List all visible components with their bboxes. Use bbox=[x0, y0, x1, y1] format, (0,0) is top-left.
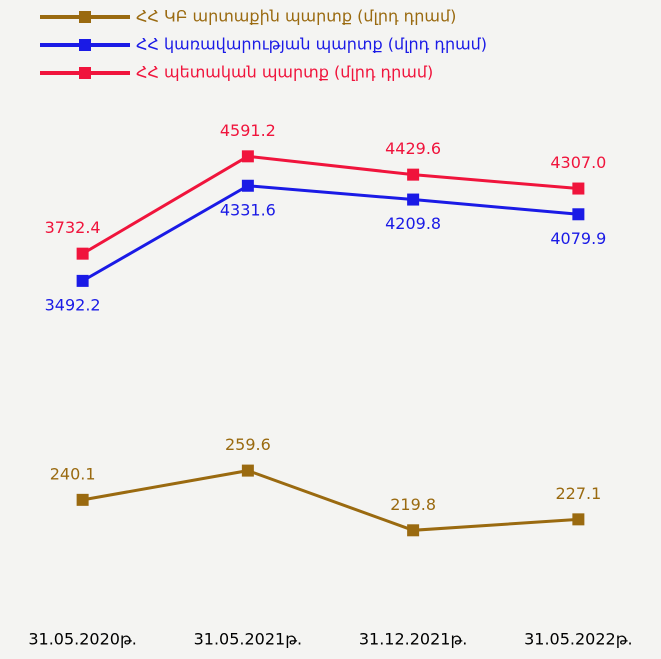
point bbox=[407, 194, 419, 206]
x-tick-label: 31.12.2021թ. bbox=[359, 630, 468, 649]
data-label: 4079.9 bbox=[550, 229, 606, 248]
point bbox=[242, 465, 254, 477]
x-tick-label: 31.05.2021թ. bbox=[194, 630, 303, 649]
point bbox=[572, 513, 584, 525]
data-label: 3492.2 bbox=[45, 295, 101, 314]
point bbox=[77, 494, 89, 506]
point bbox=[572, 183, 584, 195]
point bbox=[407, 169, 419, 181]
data-label: 4307.0 bbox=[550, 153, 606, 172]
data-label: 3732.4 bbox=[45, 218, 101, 237]
legend-marker bbox=[79, 11, 91, 23]
legend-marker bbox=[79, 67, 91, 79]
legend-marker bbox=[79, 39, 91, 51]
background bbox=[0, 0, 661, 659]
point bbox=[242, 150, 254, 162]
legend-label: ՀՀ կառավարության պարտք (մլրդ դրամ) bbox=[136, 35, 487, 54]
x-tick-label: 31.05.2020թ. bbox=[28, 630, 137, 649]
data-label: 4429.6 bbox=[385, 139, 441, 158]
data-label: 227.1 bbox=[555, 484, 601, 503]
point bbox=[77, 275, 89, 287]
data-label: 240.1 bbox=[50, 464, 96, 483]
point bbox=[572, 208, 584, 220]
data-label: 4591.2 bbox=[220, 121, 276, 140]
point bbox=[407, 524, 419, 536]
point bbox=[242, 180, 254, 192]
chart: 31.05.2020թ. 31.05.2021թ. 31.12.2021թ. 31.0… bbox=[0, 0, 661, 659]
legend-label: ՀՀ ԿԲ արտաքին պարտք (մլրդ դրամ) bbox=[136, 7, 456, 26]
data-label: 4209.8 bbox=[385, 214, 441, 233]
point bbox=[77, 248, 89, 260]
x-tick-label: 31.05.2022թ. bbox=[524, 630, 633, 649]
data-label: 259.6 bbox=[225, 435, 271, 454]
data-label: 219.8 bbox=[390, 495, 436, 514]
data-label: 4331.6 bbox=[220, 200, 276, 219]
legend-label: ՀՀ պետական պարտք (մլրդ դրամ) bbox=[136, 63, 433, 82]
